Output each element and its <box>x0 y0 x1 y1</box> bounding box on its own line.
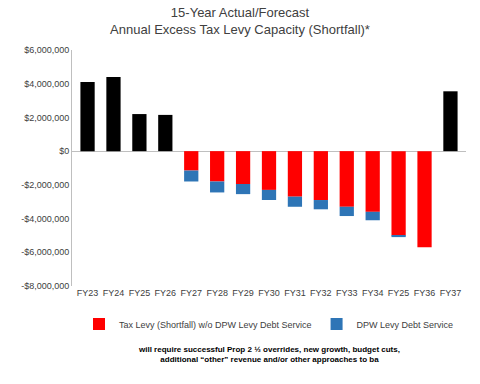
svg-text:-$8,000,000: -$8,000,000 <box>21 281 69 291</box>
svg-text:FY24: FY24 <box>103 288 125 298</box>
svg-text:$2,000,000: $2,000,000 <box>24 113 69 123</box>
svg-text:$6,000,000: $6,000,000 <box>24 45 69 55</box>
svg-text:FY25: FY25 <box>388 288 410 298</box>
svg-text:will require successful Prop 2: will require successful Prop 2 ½ overrid… <box>138 345 400 364</box>
svg-text:15-Year Actual/ForecastAnnual: 15-Year Actual/ForecastAnnual Excess Tax… <box>110 5 370 37</box>
svg-text:-$2,000,000: -$2,000,000 <box>21 180 69 190</box>
svg-text:FY23: FY23 <box>77 288 99 298</box>
svg-text:FY34: FY34 <box>362 288 384 298</box>
svg-text:FY30: FY30 <box>258 288 280 298</box>
svg-text:Tax Levy (Shortfall) w/o DPW L: Tax Levy (Shortfall) w/o DPW Levy Debt S… <box>119 320 312 330</box>
svg-text:DPW Levy Debt Service: DPW Levy Debt Service <box>357 320 454 330</box>
svg-text:FY36: FY36 <box>414 288 436 298</box>
svg-text:FY31: FY31 <box>284 288 306 298</box>
svg-text:FY25: FY25 <box>129 288 151 298</box>
svg-text:$0: $0 <box>59 146 69 156</box>
svg-text:FY33: FY33 <box>336 288 358 298</box>
svg-text:FY26: FY26 <box>155 288 177 298</box>
svg-text:$4,000,000: $4,000,000 <box>24 79 69 89</box>
svg-text:FY37: FY37 <box>440 288 462 298</box>
svg-text:-$6,000,000: -$6,000,000 <box>21 247 69 257</box>
svg-text:FY32: FY32 <box>310 288 332 298</box>
svg-text:FY28: FY28 <box>206 288 228 298</box>
svg-text:-$4,000,000: -$4,000,000 <box>21 214 69 224</box>
svg-text:FY29: FY29 <box>232 288 254 298</box>
svg-text:FY27: FY27 <box>180 288 202 298</box>
